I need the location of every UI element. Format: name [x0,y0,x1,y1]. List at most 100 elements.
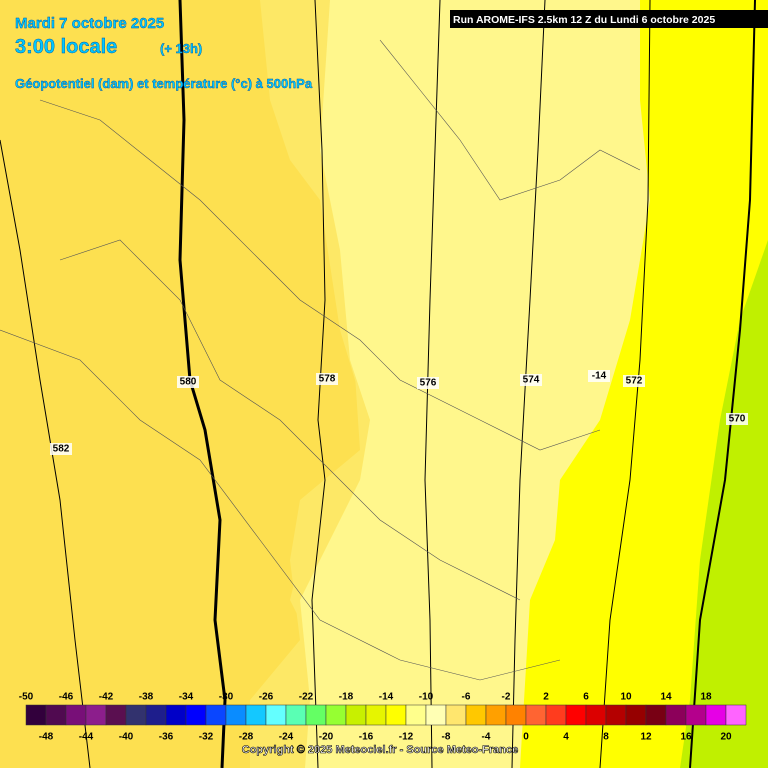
legend-swatch [165,704,187,726]
legend-swatch [265,704,287,726]
legend-label: -14 [379,692,394,703]
legend-swatch [45,704,67,726]
contour-line [0,139,91,769]
contour-label-bg [623,375,645,387]
legend-swatch [525,704,547,726]
contour-line [689,0,756,769]
legend-label: -10 [419,692,434,703]
run-box [450,10,768,28]
contour-label: 572 [626,376,643,387]
contours [0,0,756,769]
legend-label: -16 [359,732,374,743]
legend-swatch [185,704,207,726]
legend-swatch [25,704,47,726]
contour-label-bg [588,370,610,382]
legend-swatch [105,704,127,726]
legend-swatch [505,704,527,726]
contour-line [178,0,227,769]
date: Mardi 7 octobre 2025 [15,15,164,32]
zone-green [680,240,768,768]
run-info: Run AROME-IFS 2.5km 12 Z du Lundi 6 octo… [453,14,715,26]
contour-label-bg [417,377,439,389]
legend-label: -8 [442,732,451,743]
legend-swatch [725,704,747,726]
contour-label: 576 [420,378,437,389]
contour-label: 580 [180,377,197,388]
legend-swatch [65,704,87,726]
local-time: 3:00 locale [15,36,117,58]
legend-swatch [445,704,467,726]
legend-label: -34 [179,692,194,703]
legend-label: -18 [339,692,354,703]
borders [0,39,641,681]
legend-label: -20 [319,732,334,743]
contour-label-bg [177,376,199,388]
legend-swatch [285,704,307,726]
contour-label: 570 [729,414,746,425]
contour-label-bg [520,374,542,386]
border [379,39,641,201]
legend-swatch [705,704,727,726]
legend-label: -38 [139,692,154,703]
legend-swatch [225,704,247,726]
legend-label: -12 [399,732,414,743]
legend-swatch [585,704,607,726]
legend-swatch [605,704,627,726]
legend-swatch [685,704,707,726]
legend-label: 2 [543,692,549,703]
legend-label: 0 [523,732,529,743]
legend-label: -50 [19,692,34,703]
lead-time: (+ 13h) [160,41,202,56]
legend-swatch [625,704,647,726]
legend-label: -26 [259,692,274,703]
contour-label-bg [726,413,748,425]
contour-line [311,0,326,769]
contour-label: 574 [523,375,540,386]
legend-swatch [425,704,447,726]
legend-label: -48 [39,732,54,743]
legend-swatch [125,704,147,726]
legend-swatch [665,704,687,726]
contour-label: 582 [53,444,70,455]
legend-swatch [465,704,487,726]
legend-label: 18 [700,692,712,703]
copyright: Copyright © 2025 Meteociel.fr - Source M… [242,744,518,756]
contour-label: -14 [592,371,607,382]
field-title: Géopotentiel (dam) et température (°c) à… [15,76,313,91]
contour-label-bg [50,443,72,455]
legend-label: -30 [219,692,234,703]
contour-line [599,0,651,769]
legend-swatch [385,704,407,726]
legend-label: -36 [159,732,174,743]
legend-label: -42 [99,692,114,703]
legend-swatch [345,704,367,726]
legend-swatch [405,704,427,726]
legend-label: -4 [482,732,491,743]
legend-label: -6 [462,692,471,703]
legend-label: -32 [199,732,214,743]
legend-swatch [545,704,567,726]
legend-label: -40 [119,732,134,743]
contour-label-bg [316,373,338,385]
legend-label: -44 [79,732,94,743]
legend-swatch [205,704,227,726]
legend-label: 10 [620,692,632,703]
legend-label: -24 [279,732,294,743]
legend-label: -2 [502,692,511,703]
legend-label: 14 [660,692,672,703]
border [39,99,601,451]
legend-label: 6 [583,692,589,703]
legend-swatch [565,704,587,726]
legend-label: 8 [603,732,609,743]
legend-swatch [305,704,327,726]
legend-swatch [85,704,107,726]
contour-line [424,0,441,769]
legend-swatch [325,704,347,726]
legend-swatch [245,704,267,726]
legend-label: 4 [563,732,569,743]
legend-label: -46 [59,692,74,703]
contour-label: 578 [319,374,336,385]
legend-label: -22 [299,692,314,703]
legend-swatch [145,704,167,726]
